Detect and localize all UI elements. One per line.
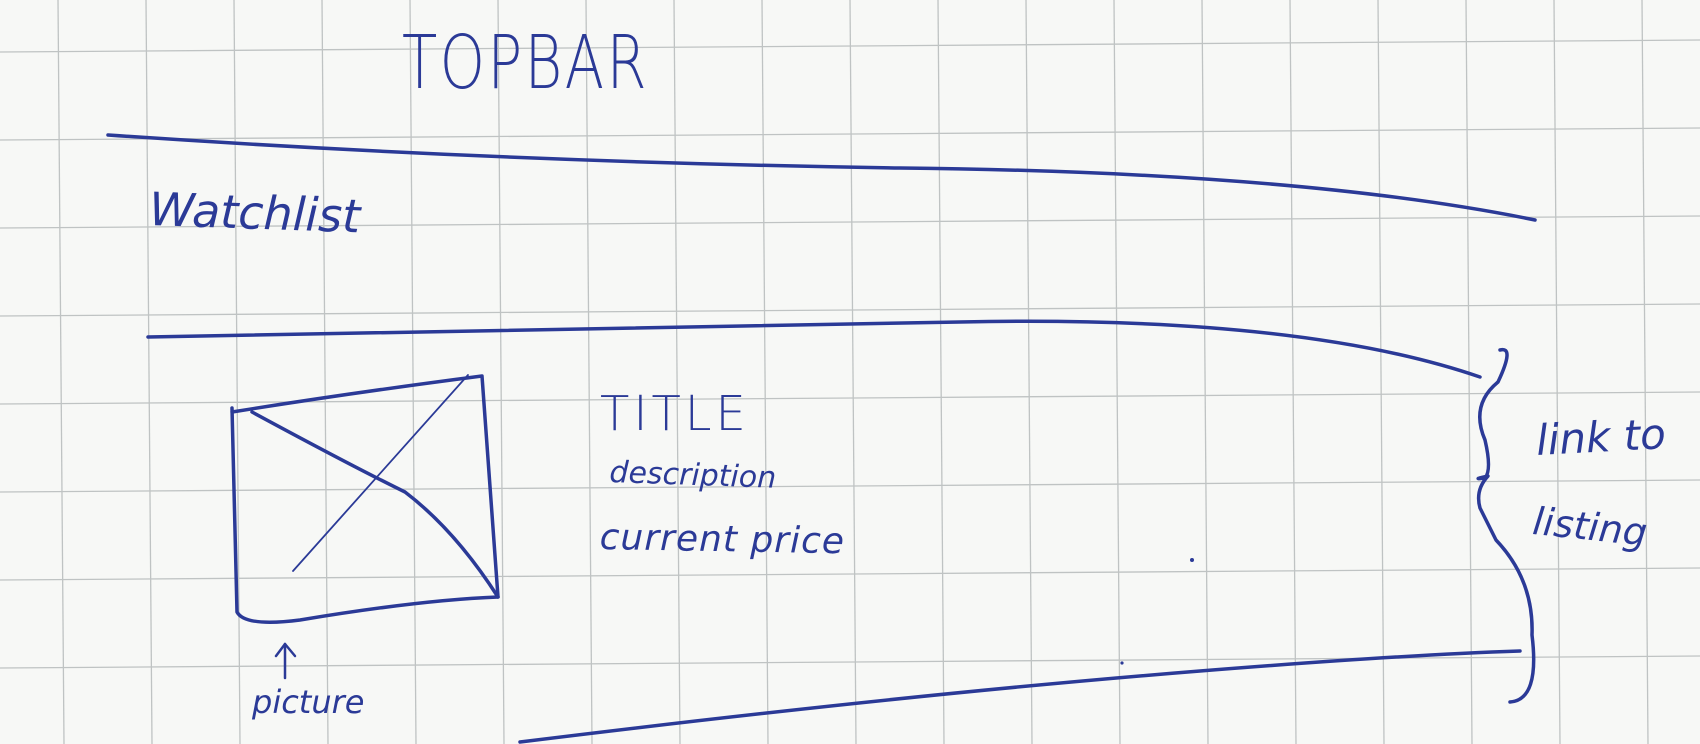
grid-line-vertical — [145, 0, 153, 744]
grid-line-horizontal — [0, 303, 1700, 317]
grid-line-horizontal — [0, 127, 1700, 141]
grid-line-horizontal — [0, 391, 1700, 405]
bottom-divider-line — [518, 649, 1522, 744]
grid-line-vertical — [1113, 0, 1121, 744]
grid-line-vertical — [761, 0, 769, 744]
grid-line-vertical — [409, 0, 417, 744]
grid-line-vertical — [1025, 0, 1033, 744]
link-annotation-line1: link to — [1534, 409, 1667, 465]
grid-line-horizontal — [0, 215, 1700, 229]
grid-line-vertical — [1289, 0, 1297, 744]
grid-line-horizontal — [0, 479, 1700, 493]
ink-dot — [1120, 661, 1124, 665]
picture-annotation: picture — [252, 683, 365, 721]
grid-line-vertical — [57, 0, 65, 744]
grid-line-vertical — [321, 0, 329, 744]
grid-line-vertical — [585, 0, 593, 744]
picture-frame — [230, 374, 500, 624]
grid-line-horizontal — [0, 39, 1700, 53]
grid-line-horizontal — [0, 567, 1700, 581]
picture-arrow — [274, 642, 297, 680]
grid-line-vertical — [1553, 0, 1561, 744]
grid-line-vertical — [233, 0, 241, 744]
grid-line-vertical — [497, 0, 505, 744]
item-curly-brace — [1476, 347, 1536, 704]
picture-diagonal-thin — [292, 374, 469, 572]
grid-line-vertical — [937, 0, 945, 744]
watchlist-divider-line — [146, 319, 1482, 379]
grid-line-vertical — [1641, 0, 1649, 744]
grid-line-vertical — [673, 0, 681, 744]
item-description: description — [608, 455, 777, 496]
topbar-divider-line — [106, 133, 1537, 222]
item-current-price: current price — [599, 517, 846, 563]
grid-line-horizontal — [0, 655, 1700, 669]
grid-line-vertical — [849, 0, 857, 744]
picture-placeholder — [230, 374, 500, 624]
topbar-label: TOPBAR — [402, 20, 649, 106]
grid-line-vertical — [1201, 0, 1209, 744]
grid-line-vertical — [1377, 0, 1385, 744]
link-annotation-line2: listing — [1530, 499, 1650, 555]
ink-dot — [1190, 558, 1194, 562]
picture-diagonal-thick — [250, 410, 500, 599]
item-title: TITLE — [600, 386, 750, 442]
watchlist-heading: Watchlist — [148, 182, 362, 244]
